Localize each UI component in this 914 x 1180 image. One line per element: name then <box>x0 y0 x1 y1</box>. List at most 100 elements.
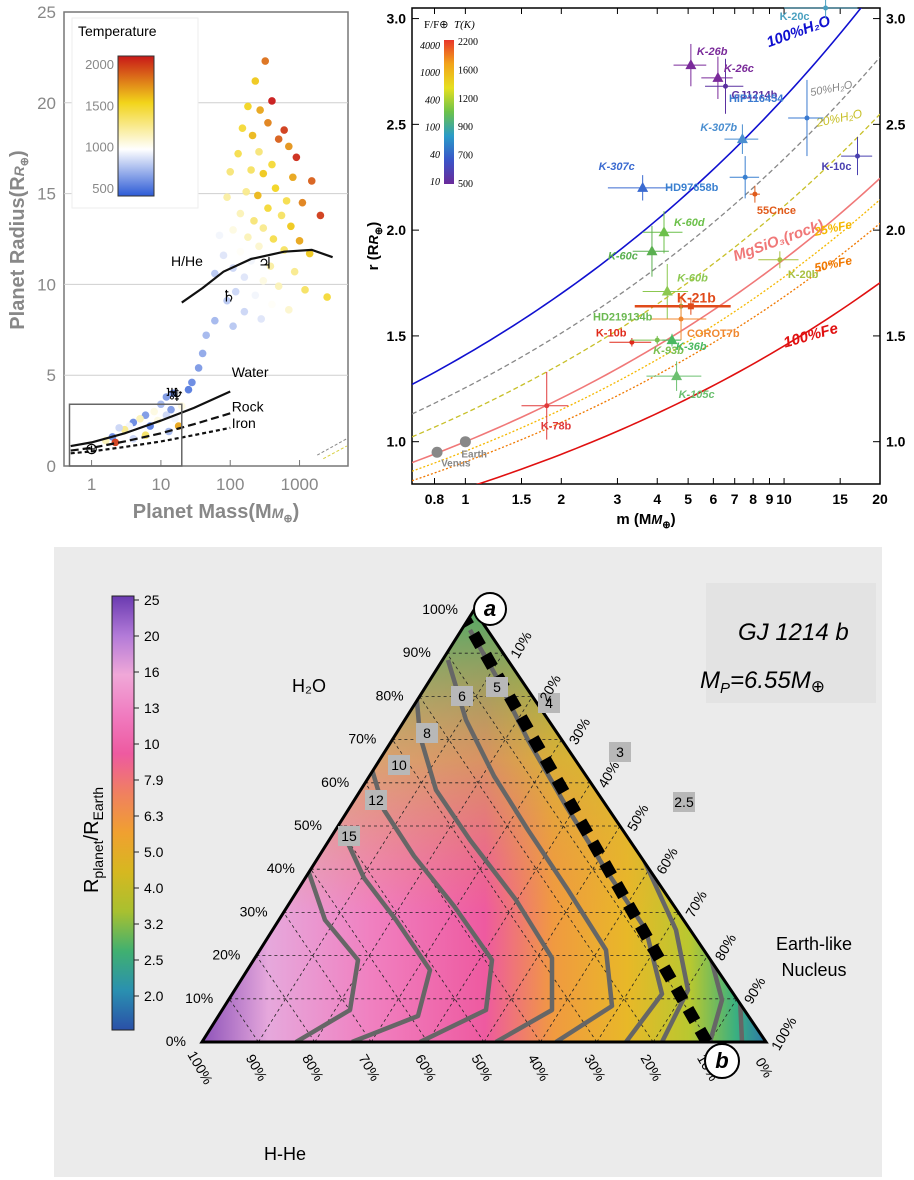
planet-label: K-20c <box>780 11 810 23</box>
planet-label: HD219134b <box>593 311 653 323</box>
model-curve-rock <box>70 412 231 452</box>
x-tick-label: 1000 <box>281 475 319 494</box>
colorbar-tick-right: 1600 <box>458 65 478 76</box>
planet-point <box>307 177 316 185</box>
faint-curve <box>323 445 348 460</box>
planet-marker <box>804 115 810 121</box>
contour-label-box <box>365 790 387 810</box>
planet-point <box>290 267 299 276</box>
mass-radius-panel: 1.0 1.0 1.5 1.5 2.0 2.0 2.5 2.5 3.0 3.0 0.8 1 1.5 2 3 4… <box>365 0 906 531</box>
contour-label: 10 <box>391 757 407 773</box>
x-tick-label: 9 <box>766 491 774 507</box>
x-axis-title-main: Planet Mass(M <box>133 501 272 523</box>
model-curve-hhe <box>181 248 333 304</box>
planet-point <box>194 364 203 372</box>
planet-point <box>226 168 235 176</box>
y-tick-label-right: 2.0 <box>886 222 906 238</box>
x-tick-label: 5 <box>684 491 692 507</box>
planet-marker <box>752 191 758 197</box>
h2o-text: H₂O <box>292 676 326 696</box>
y-tick-label: 20 <box>37 94 56 113</box>
model-curve <box>412 8 862 386</box>
contour-label: 2.5 <box>674 794 694 810</box>
planet-label: K-60d <box>674 217 705 229</box>
planet-point <box>261 57 270 65</box>
colorbar-tick-label: 3.2 <box>144 916 164 932</box>
planet-point <box>295 237 304 245</box>
planet-label: K-60b <box>677 272 708 284</box>
planet-55cnce <box>749 185 760 203</box>
h2o-axis-label: H₂O <box>292 676 326 696</box>
planet-point <box>236 247 245 256</box>
planet-point <box>150 407 158 416</box>
x-tick-label: 7 <box>731 491 739 507</box>
planet-hd97658b <box>729 156 760 199</box>
planet-label: K-26c <box>724 63 754 75</box>
y-tick-label-right: 2.5 <box>886 116 906 132</box>
planet-label: HD97658b <box>665 182 718 194</box>
solar-system-planet: ♃ <box>258 254 272 273</box>
ternary-gridline <box>283 912 372 1042</box>
planet-marker <box>646 245 658 256</box>
contour-label-box <box>609 742 631 762</box>
planet-k-20b <box>758 251 799 269</box>
x-axis-title-end: ) <box>671 511 676 528</box>
cb-sub1: planet <box>90 840 106 878</box>
solar-system-planet: ⊕ <box>85 439 98 458</box>
colorbar-tick-label: 20 <box>144 628 160 644</box>
colorbar-tick-label: 25 <box>144 592 160 608</box>
x-tick-label: 4 <box>653 491 661 507</box>
planet-marker <box>544 403 550 409</box>
planet-corot7b <box>650 297 707 341</box>
model-curve <box>412 113 880 438</box>
y-tick-label-right: 1.0 <box>886 434 906 450</box>
planet-point <box>255 148 263 156</box>
ternary-gridline <box>483 825 621 1042</box>
y-axis-title: Planet Radius(RR⊕) <box>7 150 31 329</box>
planet-marker <box>658 226 670 237</box>
planet-earth <box>459 436 471 448</box>
colorbar <box>111 595 135 1031</box>
planet-point <box>271 184 280 192</box>
planet-marker <box>742 174 748 180</box>
planet-k-10b <box>609 338 652 347</box>
planet-point <box>162 393 171 401</box>
model-curve-water <box>70 390 231 448</box>
solar-system-planet: ♄ <box>222 286 236 305</box>
planet-point <box>238 124 247 133</box>
planet-label: K-26b <box>697 46 728 58</box>
hhe-axis-label: H-He <box>264 1144 306 1164</box>
ternary-gridline <box>652 955 708 1042</box>
x-axis-title-sub: ⊕ <box>662 520 670 531</box>
x-tick-label: 1 <box>87 475 96 494</box>
contour-label: 3 <box>616 744 624 760</box>
x-axis-title-sub: M <box>651 512 663 527</box>
planet-label: K-10b <box>596 327 627 339</box>
colorbar <box>444 40 454 184</box>
y-axis-title-end: ) <box>365 222 382 227</box>
left-axis-tick: 50% <box>294 817 322 833</box>
colorbar-tick-label: 6.3 <box>144 808 164 824</box>
legend-tick-label: 500 <box>92 181 114 196</box>
contour-label-box <box>486 677 508 697</box>
contour-label-box <box>338 826 360 846</box>
planet-point <box>169 389 177 398</box>
contour-label: 6 <box>458 688 466 704</box>
colorbar-tick-label: 2.0 <box>144 988 164 1004</box>
legend-colorbar <box>117 55 155 197</box>
corner-b-label: b <box>715 1048 728 1073</box>
planet-point <box>305 249 314 258</box>
planet-gj1214b <box>705 58 744 114</box>
planet-label: K-307c <box>599 161 635 173</box>
contour-label: 12 <box>368 792 384 808</box>
model-curve <box>412 177 880 464</box>
planet-point <box>240 273 249 281</box>
curve-label-hhe: H/He <box>171 253 203 269</box>
planet-point <box>259 276 268 285</box>
planet-label: 55Cnce <box>757 205 796 217</box>
planet-point <box>242 187 251 196</box>
planet-point <box>188 378 196 387</box>
model-curve-iron <box>70 426 231 455</box>
x-axis-title-sub: M <box>272 505 284 521</box>
planet-point <box>215 231 224 240</box>
